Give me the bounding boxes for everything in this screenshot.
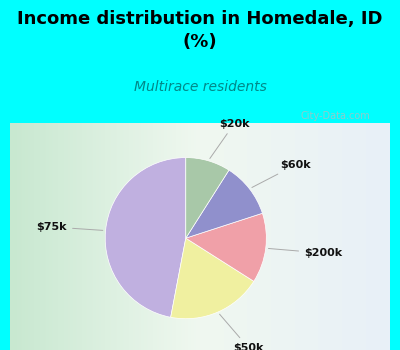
Wedge shape — [171, 238, 254, 319]
Text: Income distribution in Homedale, ID
(%): Income distribution in Homedale, ID (%) — [17, 10, 383, 50]
Text: $50k: $50k — [220, 314, 264, 350]
Wedge shape — [105, 158, 186, 317]
Text: $75k: $75k — [36, 222, 103, 232]
Text: City-Data.com: City-Data.com — [301, 111, 371, 121]
Wedge shape — [186, 213, 266, 281]
Wedge shape — [186, 170, 262, 238]
Text: Multirace residents: Multirace residents — [134, 80, 266, 94]
Text: $200k: $200k — [268, 248, 342, 258]
Wedge shape — [186, 158, 229, 238]
Text: $60k: $60k — [252, 160, 311, 188]
Text: $20k: $20k — [210, 119, 250, 159]
